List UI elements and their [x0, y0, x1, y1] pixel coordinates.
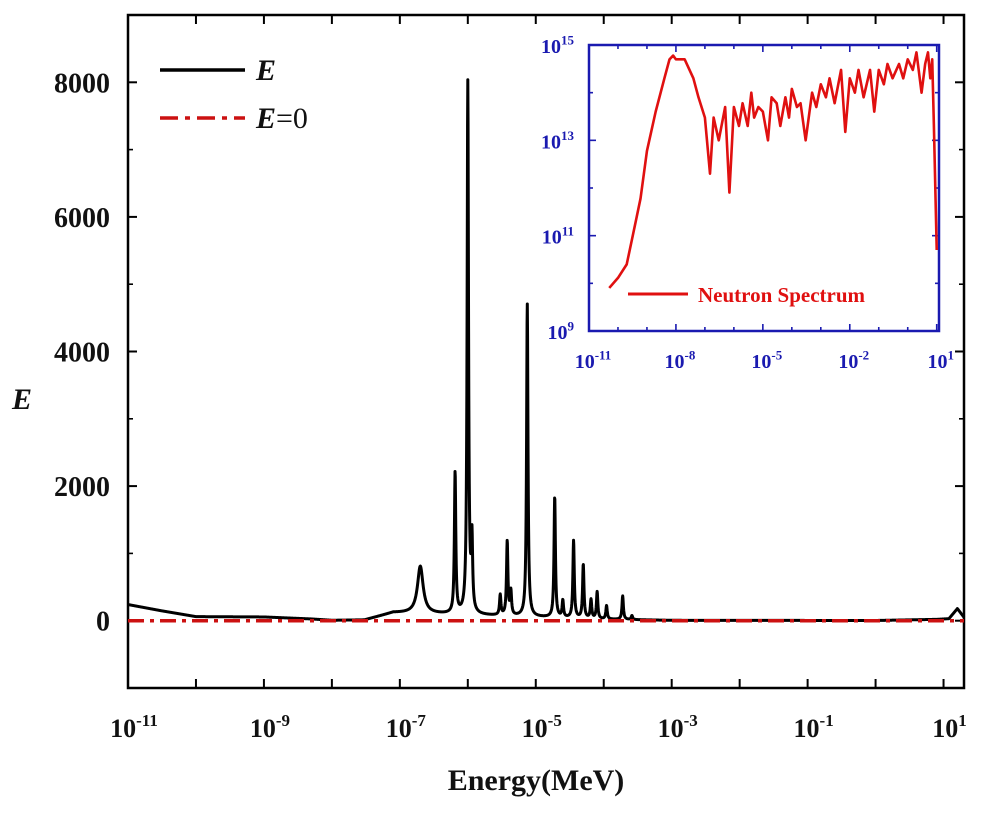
main-y-axis: 0 2000 4000 6000 8000 E — [11, 68, 964, 638]
legend-E0-label: E=0 — [255, 102, 308, 135]
y-tick-label: 4000 — [54, 338, 110, 369]
inset-y-tick-label: 109 — [548, 319, 575, 344]
x-tick-label: 10-1 — [794, 711, 834, 743]
x-tick-label: 101 — [932, 711, 967, 743]
inset-x-tick-label: 10-11 — [575, 348, 612, 373]
inset-y-tick-label: 1015 — [541, 33, 575, 58]
inset-chart: 10-11 10-8 10-5 10-2 101 109 1011 1013 1015 Neutr… — [541, 33, 954, 373]
x-axis-label: Energy(MeV) — [448, 764, 625, 797]
x-tick-label: 10-5 — [522, 711, 562, 743]
y-tick-label: 0 — [96, 607, 110, 638]
y-tick-label: 8000 — [54, 68, 110, 99]
y-tick-label: 6000 — [54, 203, 110, 234]
inset-x-tick-label: 101 — [927, 348, 954, 373]
inset-legend-label: Neutron Spectrum — [698, 283, 866, 307]
legend-E-label: E — [255, 54, 276, 87]
inset-frame — [587, 43, 941, 333]
x-tick-label: 10-7 — [386, 711, 427, 743]
main-x-axis: 10-11 10-9 10-7 10-5 10-3 10-1 101 Energy(MeV) — [110, 15, 967, 797]
neutron-spectrum-line — [608, 51, 939, 289]
main-legend: E E=0 — [160, 54, 308, 135]
inset-x-tick-label: 10-8 — [665, 348, 696, 373]
inset-x-tick-label: 10-5 — [751, 348, 782, 373]
y-tick-label: 2000 — [54, 472, 110, 503]
x-tick-label: 10-3 — [658, 711, 698, 743]
x-tick-label: 10-11 — [110, 711, 158, 743]
inset-y-tick-label: 1013 — [541, 128, 575, 153]
inset-x-tick-label: 10-2 — [838, 348, 869, 373]
x-tick-label: 10-9 — [250, 711, 290, 743]
y-axis-label: E — [11, 383, 32, 416]
inset-y-tick-label: 1011 — [542, 223, 574, 248]
